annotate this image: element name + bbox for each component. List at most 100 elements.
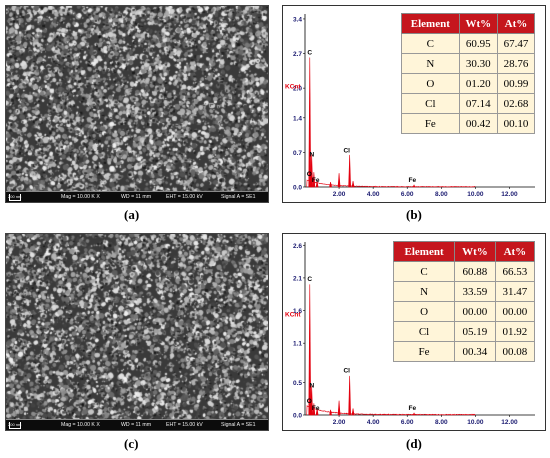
x-tick-label: 8.00 [435,419,448,426]
table-cell: 33.59 [454,281,496,302]
y-tick-label: 1.1 [293,341,302,348]
sem-texture-a [6,6,268,202]
sem-scale-label-a: 200 nm [8,194,22,199]
sem-wd-a: WD = 11 mm [121,194,152,200]
table-row: Fe 00.42 00.10 [401,113,536,134]
panel-label-d: (d) [406,436,422,451]
y-tick-label: 0.0 [293,185,302,192]
peak-label: Fe [312,405,320,412]
panel-label-b: (b) [406,207,422,222]
table-header: At% [496,13,536,34]
table-cell: C [392,261,456,282]
y-axis-label: KCnt [285,83,301,90]
table-header: Element [401,13,460,34]
table-cell: 00.42 [458,113,498,134]
table-header: Wt% [458,13,498,34]
spectrum-baseline [306,405,476,416]
spectrum-peak [337,173,341,188]
spectrum-peak [315,181,319,188]
spectrum-peak [337,400,341,416]
sem-info-bar-c: 200 nm Mag = 10.00 K X WD = 11 mm EHT = … [6,419,268,430]
sem-scale-bar-c [9,422,21,429]
table-row: N 33.59 31.47 [392,281,536,302]
x-tick-label: 12.00 [501,419,518,426]
peak-label: O [307,171,312,178]
table-header: At% [494,241,536,262]
x-tick-label: 4.00 [367,191,380,198]
table-cell: 00.10 [496,113,536,134]
x-tick-label: 2.00 [333,191,346,198]
peak-label: Fe [409,405,417,412]
table-cell: 00.00 [454,301,496,322]
sem-scale-label-c: 200 nm [8,422,22,427]
y-tick-label: 2.7 [293,51,302,58]
table-cell: 00.00 [494,301,536,322]
spectrum-peak [310,153,313,188]
spectrum-peak [312,172,316,188]
spectrum-peak [308,57,312,188]
spectrum-peak [329,181,332,188]
table-cell: 02.68 [496,93,536,114]
spectrum-peak [310,385,313,416]
x-tick-label: 4.00 [367,419,380,426]
y-tick-label: 1.4 [293,115,302,122]
x-tick-label: 10.00 [467,419,484,426]
sem-image-c: 200 nm Mag = 10.00 K X WD = 11 mm EHT = … [5,233,269,431]
eds-spectrum-b: 0.0 0.7 1.4 2.0 2.7 3.4 2.00 4.00 6.00 8.00 10.00 1… [282,5,546,203]
spectrum-peak [312,403,316,416]
table-cell: 07.14 [458,93,498,114]
table-row: C 60.88 66.53 [392,261,536,282]
peak-label: Fe [312,177,320,184]
table-cell: 67.47 [496,33,536,54]
y-tick-label: 3.4 [293,16,302,23]
sem-mag-c: Mag = 10.00 K X [61,422,100,428]
x-tick-label: 8.00 [435,191,448,198]
sem-wd-c: WD = 11 mm [121,422,152,428]
table-cell: O [392,301,456,322]
table-cell: 60.88 [454,261,496,282]
table-cell: 66.53 [494,261,536,282]
composition-table-d: Element Wt% At% C 60.88 66.53 N 33.59 31.47 … [392,241,536,362]
table-cell: O [401,73,460,94]
table-cell: N [392,281,456,302]
y-tick-label: 2.1 [293,275,302,282]
sem-scale-bar-a [9,194,21,201]
panel-label-a: (a) [124,207,140,222]
table-cell: Fe [392,341,456,362]
spectrum-peak [348,154,351,188]
eds-chart-b: 0.0 0.7 1.4 2.0 2.7 3.4 2.00 4.00 6.00 8.00 10.00 1… [285,14,535,198]
table-row: O 01.20 00.99 [401,73,536,94]
table-cell: N [401,53,460,74]
peak-label: Cl [343,147,350,154]
table-row: N 30.30 28.76 [401,53,536,74]
table-cell: Fe [401,113,460,134]
spectrum-peak [315,408,319,416]
table-cell: 28.76 [496,53,536,74]
table-cell: 05.19 [454,321,496,342]
y-axis-label: KCnt [285,311,301,318]
peak-label: N [309,383,314,390]
eds-spectrum-d: 0.0 0.5 1.1 1.6 2.1 2.6 2.00 4.00 6.00 8.00 10.00 1… [282,233,546,431]
spectrum-peak [412,412,416,416]
table-cell: C [401,33,460,54]
y-tick-label: 0.7 [293,150,302,157]
sem-mag-a: Mag = 10.00 K X [61,194,100,200]
spectrum-peak [329,409,332,416]
table-header: Wt% [454,241,496,262]
x-tick-label: 6.00 [401,191,414,198]
peak-label: C [307,50,312,57]
table-row: Cl 07.14 02.68 [401,93,536,114]
y-tick-label: 0.5 [293,380,302,387]
sem-signal-c: Signal A = SE1 [221,422,256,428]
x-tick-label: 10.00 [467,191,484,198]
peak-label: N [309,151,314,158]
table-cell: 00.34 [454,341,496,362]
composition-table-b: Element Wt% At% C 60.95 67.47 N 30.30 28.76 … [401,13,536,134]
table-cell: Cl [401,93,460,114]
x-tick-label: 2.00 [333,419,346,426]
sem-signal-a: Signal A = SE1 [221,194,256,200]
sem-image-a: 200 nm Mag = 10.00 K X WD = 11 mm EHT = … [5,5,269,203]
table-cell: 01.20 [458,73,498,94]
y-tick-label: 2.0 [293,86,302,93]
table-row: C 60.95 67.47 [401,33,536,54]
